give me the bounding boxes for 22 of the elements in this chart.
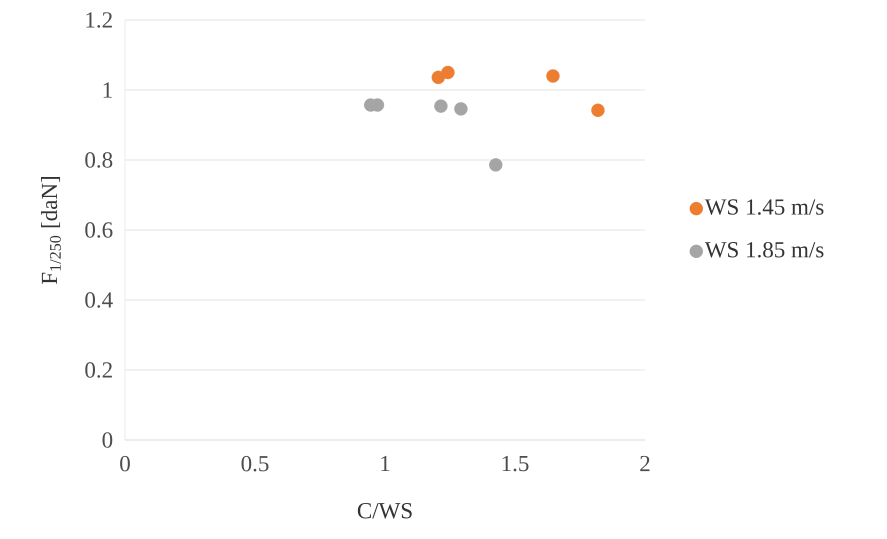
point bbox=[591, 104, 605, 117]
x-tick-label: 0 bbox=[120, 456, 130, 472]
y-tick-label: 0.2 bbox=[85, 362, 112, 378]
y-tick-label: 0 bbox=[102, 432, 112, 448]
x-axis-title: C/WS bbox=[358, 503, 412, 519]
y-tick-label: 1.2 bbox=[86, 12, 112, 28]
y-tick-label: 0.6 bbox=[85, 222, 112, 238]
legend-label: WS 1.45 m/s bbox=[704, 199, 824, 215]
x-tick-label: 1.5 bbox=[502, 456, 528, 472]
x-tick-label: 2 bbox=[640, 456, 650, 472]
y-tick-label: 1 bbox=[104, 82, 112, 98]
point bbox=[441, 66, 455, 80]
x-tick-label: 1 bbox=[381, 456, 390, 472]
point bbox=[454, 102, 468, 116]
y-tick-label: 0.4 bbox=[85, 292, 113, 308]
point bbox=[489, 158, 502, 172]
x-tick-label: 0.5 bbox=[242, 456, 268, 472]
y-axis-title: F$_{1/250}$ [daN] bbox=[41, 177, 61, 284]
point bbox=[434, 99, 448, 113]
y-tick-label: 0.8 bbox=[85, 152, 112, 168]
point bbox=[546, 69, 560, 83]
legend-label: WS 1.85 m/s bbox=[704, 242, 824, 258]
